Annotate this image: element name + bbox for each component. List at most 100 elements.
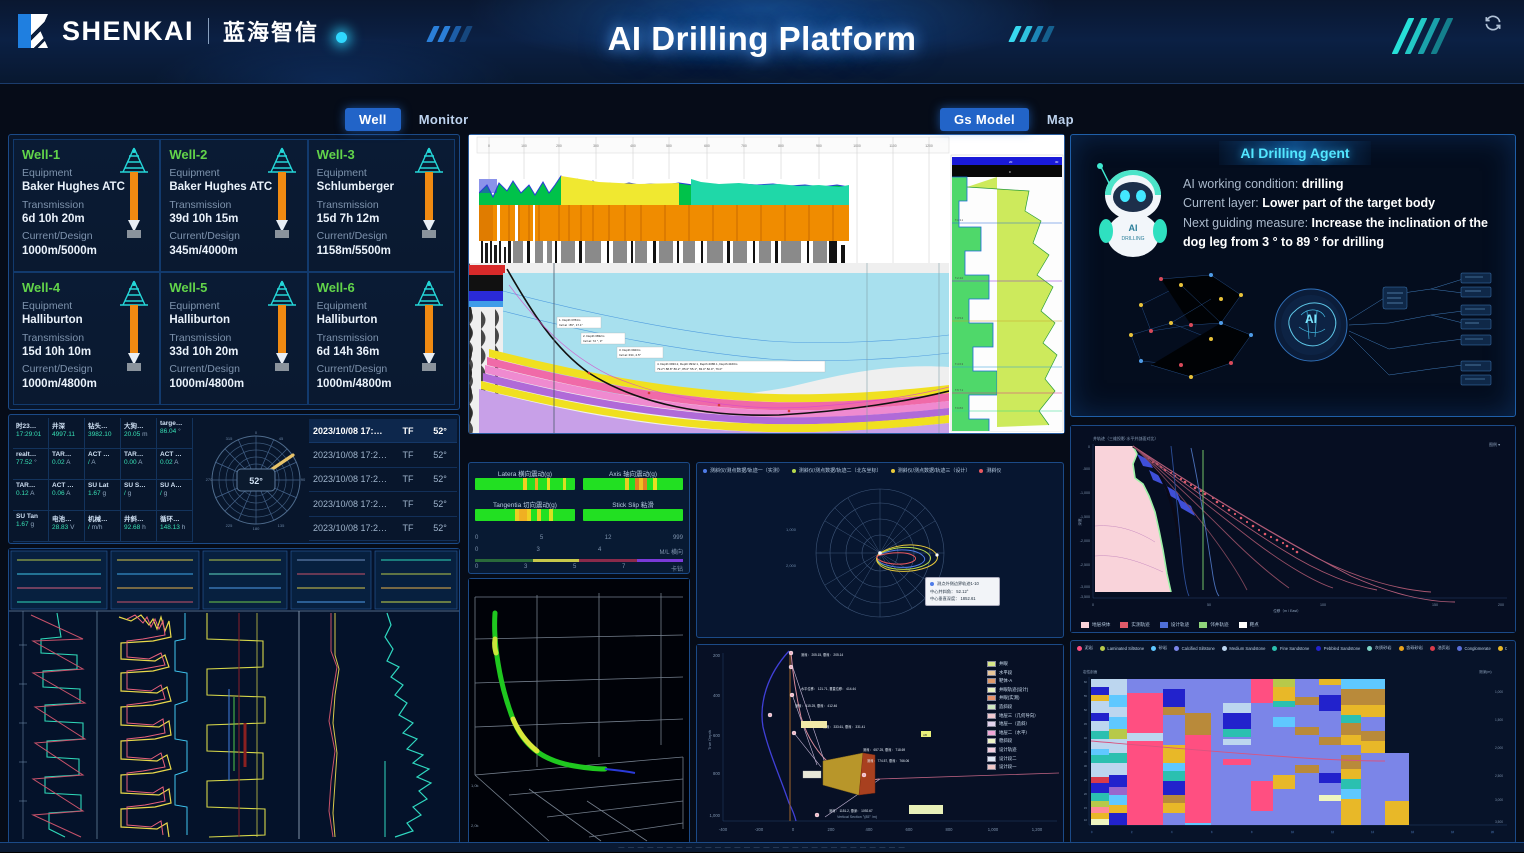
app-header: SHENKAI 蓝海智信 AI Drilling Platform <box>0 0 1524 84</box>
well-transmission-value: 15d 7h 12m <box>316 212 380 225</box>
rchart2-legend-item[interactable]: Medium Sandstone <box>1221 645 1266 651</box>
well-card-6[interactable]: Well-6 Equipment Halliburton Transmission 6d… <box>307 272 455 405</box>
trajectory-3d-panel[interactable]: 1,0k 2,0k <box>468 578 690 844</box>
rchart2-legend-item[interactable]: Deep Carbonate Siltstone <box>1497 645 1507 651</box>
toolface-row[interactable]: 2023/10/08 17:2… TF 52° <box>309 517 457 541</box>
svg-text:1,000: 1,000 <box>988 827 999 832</box>
toolface-row[interactable]: 2023/10/08 17:2… TF 52° <box>309 443 457 468</box>
svg-text:18: 18 <box>1451 830 1454 834</box>
lithology-profile-chart[interactable]: 泥岩 Laminated Siltstone 砂岩 Calcified Siltsto… <box>1070 640 1516 844</box>
svg-text:15: 15 <box>1084 806 1088 810</box>
tab-gs-model[interactable]: Gs Model <box>940 108 1029 131</box>
sect-ylabel: True Depth <box>707 730 712 750</box>
section-legend-item[interactable]: 井眼轨迹(设计) <box>987 686 1059 693</box>
rchart2-legend-item[interactable]: Calcified Siltstone <box>1174 645 1215 651</box>
section-legend-item[interactable]: 地层三（几何导向） <box>987 712 1059 719</box>
well-card-4[interactable]: Well-4 Equipment Halliburton Transmission 15… <box>13 272 161 405</box>
realtime-parameter-grid: 时23… 17:29:01 井深 4997.11 钻头… 3982.10 大狗… 20.… <box>13 418 193 542</box>
rchart1-legend-item[interactable]: 邻井轨迹 <box>1199 622 1229 628</box>
well-card-2[interactable]: Well-2 Equipment Baker Hughes ATC Transmiss… <box>160 139 308 272</box>
rchart2-legend-item[interactable]: 砂岩 <box>1151 645 1167 651</box>
well-card-5[interactable]: Well-5 Equipment Halliburton Transmission 33… <box>160 272 308 405</box>
realtime-cell-value: 148.13 <box>160 524 180 531</box>
realtime-cell-unit: A <box>174 459 179 466</box>
tab-map[interactable]: Map <box>1046 112 1074 127</box>
toolface-compass[interactable]: 0 45 90 135 180 225 270 315 52° <box>205 429 307 531</box>
tab-well[interactable]: Well <box>345 108 401 131</box>
realtime-cell: ACT … 0.06 A <box>49 480 85 511</box>
section-legend-item[interactable]: 设计段二 <box>987 755 1059 762</box>
refresh-icon[interactable] <box>1482 12 1504 34</box>
rchart2-legend-label: Medium Sandstone <box>1229 645 1266 651</box>
polar-trajectory-panel[interactable]: 测斜仪/测点数据/轨迹一（实测） 测斜仪/测点数据/轨迹二（北东坐标） 测斜仪/测点… <box>696 462 1064 638</box>
realtime-cell-unit: m/h <box>91 524 103 531</box>
rchart2-legend-item[interactable]: Fine Sandstone <box>1272 645 1309 651</box>
section-legend-item[interactable]: 造斜段 <box>987 703 1059 710</box>
svg-text:2: 2 <box>1131 830 1133 834</box>
footer-note: — — — — — — — — — — — — — — — — — — — — … <box>618 845 906 851</box>
section-legend-item[interactable]: 设计段一 <box>987 764 1059 771</box>
svg-text:90: 90 <box>301 477 306 482</box>
trajectory-comparison-chart[interactable]: 井轨迹（三维投影·水平井剖面对比） 图例 ▾ 0 -500 -1,000 -1,50… <box>1070 425 1516 633</box>
well-card-1[interactable]: Well-1 Equipment Baker Hughes ATC Transmiss… <box>13 139 161 272</box>
realtime-cell: TAR… 0.12 A <box>13 480 49 511</box>
section-legend-item[interactable]: 地层一（造斜） <box>987 721 1059 728</box>
svg-text:测深： 415.25, 垂深： 412.46: 测深： 415.25, 垂深： 412.46 <box>795 703 837 708</box>
toolface-row[interactable]: 2023/10/08 17:2… TF 52° <box>309 468 457 493</box>
polar-legend-item[interactable]: 测斜仪/测点数据/轨迹二（北东坐标） <box>791 467 882 474</box>
tab-monitor[interactable]: Monitor <box>418 112 469 127</box>
svg-text:Incl at: 72 °, 3°: Incl at: 72 °, 3° <box>583 339 603 343</box>
svg-text:10: 10 <box>1291 830 1294 834</box>
log-curves-panel[interactable] <box>8 548 460 844</box>
section-legend-item[interactable]: 水平段 <box>987 669 1059 676</box>
polar-legend-item[interactable]: 测斜仪/测点数据/轨迹一（实测） <box>703 467 783 474</box>
section-legend-item[interactable]: 靶体-A <box>987 678 1059 685</box>
toolface-row[interactable]: 2023/10/08 17:2… TF 52° <box>309 492 457 517</box>
rchart2-legend-item[interactable]: 含砾砂岩 <box>1398 645 1423 651</box>
rchart1-legend-item[interactable]: 实测轨迹 <box>1120 622 1150 628</box>
rchart2-legend-item[interactable]: 油页岩 <box>1429 645 1450 651</box>
realtime-cell-key: SU Lat <box>88 482 109 489</box>
well-equipment-label: Equipment <box>22 167 73 179</box>
section-legend[interactable]: 井眼水平段靶体-A 井眼轨迹(设计) 井眼(实测) 造斜段地层三（几何导向） 地层一（造… <box>987 661 1059 773</box>
svg-text:400: 400 <box>866 827 874 832</box>
rchart1-legend-label: 实测轨迹 <box>1131 622 1150 627</box>
vib-label-tangential: Tangentia 切向震动(g) <box>493 502 557 509</box>
rchart2-legend-label: 砂岩 <box>1158 645 1168 650</box>
toolface-history-table[interactable]: 2023/10/08 17:… TF 52° 2023/10/08 17:2… TF 52… <box>309 419 457 541</box>
rchart2-legend[interactable]: 泥岩 Laminated Siltstone 砂岩 Calcified Siltsto… <box>1077 645 1507 651</box>
rchart1-legend-item[interactable]: 设计轨迹 <box>1159 622 1190 628</box>
legend-swatch-icon <box>1120 622 1129 628</box>
section-legend-item[interactable]: 稳斜段 <box>987 738 1059 745</box>
svg-text:测深： 333.61, 垂深： 331.41: 测深： 333.61, 垂深： 331.41 <box>823 724 865 729</box>
rchart1-legend-item[interactable]: 靶点 <box>1238 622 1259 628</box>
rchart2-legend-item[interactable]: Conglomerate <box>1456 645 1491 651</box>
realtime-cell: targe… 86.04 ° <box>157 418 193 449</box>
toolface-row[interactable]: 2023/10/08 17:… TF 52° <box>309 419 457 444</box>
svg-text:50: 50 <box>1207 603 1211 607</box>
rchart2-legend-item[interactable]: Laminated Siltstone <box>1099 645 1144 651</box>
legend-swatch-icon <box>703 468 707 473</box>
rchart1-legend-item[interactable]: 地层块体 <box>1081 622 1110 628</box>
vib-bar-axis <box>583 478 683 490</box>
section-legend-item[interactable]: 地层二（水平） <box>987 729 1059 736</box>
rchart2-legend-item[interactable]: 灰质砂岩 <box>1367 645 1392 651</box>
section-legend-item[interactable]: 井眼 <box>987 661 1059 667</box>
rchart1-legend-label: 设计轨迹 <box>1170 622 1190 627</box>
rchart2-legend-item[interactable]: Pebbled Sandstone <box>1316 645 1360 651</box>
gs-model-viewer[interactable]: 0 100 200 300 400 500 600 700 800 900 1000 1100 … <box>468 134 1065 434</box>
realtime-cell-unit: A <box>66 459 71 466</box>
realtime-cell-value: 92.68 <box>124 524 141 531</box>
polar-legend[interactable]: 测斜仪/测点数据/轨迹一（实测） 测斜仪/测点数据/轨迹二（北东坐标） 测斜仪/测点… <box>703 467 1059 474</box>
polar-legend-item[interactable]: 测斜仪/测点数据/轨迹三（设计） <box>890 467 970 474</box>
toolface-type: TF <box>402 425 414 436</box>
polar-legend-item[interactable]: 测斜仪 <box>979 467 1001 474</box>
section-legend-item[interactable]: 设计轨迹 <box>987 746 1059 753</box>
vertical-section-chart[interactable]: -400 -200 0 200 400 600 800 1,000 1,200 200 400… <box>696 644 1064 844</box>
well-card-3[interactable]: Well-3 Equipment Schlumberger Transmission 1… <box>307 139 455 272</box>
rchart2-legend-item[interactable]: 泥岩 <box>1077 645 1093 651</box>
section-legend-item[interactable]: 井眼(实测) <box>987 695 1059 702</box>
svg-text:-2,500: -2,500 <box>1080 563 1090 567</box>
rchart1-legend[interactable]: 地层块体 实测轨迹 设计轨迹 邻井轨迹 靶点 <box>1081 622 1507 628</box>
svg-text:1,000: 1,000 <box>786 527 797 532</box>
